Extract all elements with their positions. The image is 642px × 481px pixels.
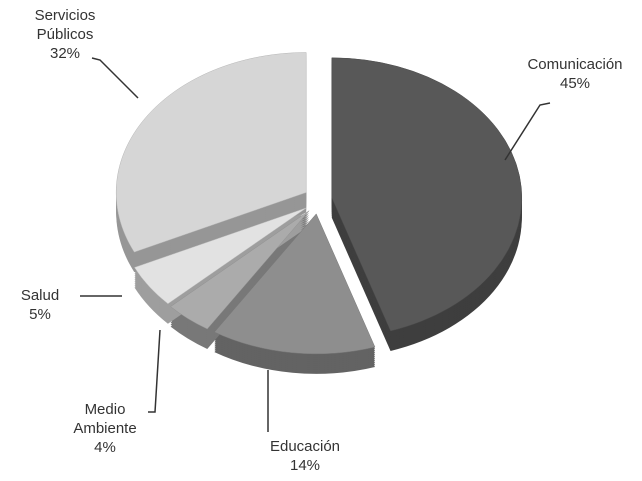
leader-line: [91, 57, 139, 99]
value-label: 32%: [49, 45, 81, 62]
leader-line: [504, 102, 551, 161]
value-label: 4%: [94, 439, 116, 456]
slice: [331, 57, 523, 332]
slice-label: Comunicación 45%: [515, 55, 635, 93]
category-label: Comunicación: [527, 56, 623, 73]
slice-label: Servicios Públicos 32%: [10, 6, 120, 63]
slice-label: Educación 14%: [250, 437, 360, 475]
leader-line: [148, 329, 161, 413]
category-label: Salud: [20, 287, 60, 304]
slice: [170, 210, 310, 330]
value-label: 14%: [289, 457, 321, 474]
slice: [214, 213, 376, 355]
slice-label: Medio Ambiente 4%: [60, 400, 150, 457]
category-label: Medio Ambiente: [73, 401, 137, 437]
slice: [115, 52, 307, 253]
value-label: 45%: [559, 75, 591, 92]
category-label: Educación: [269, 438, 341, 455]
category-label: Servicios Públicos: [34, 7, 96, 43]
slice-label: Salud 5%: [5, 286, 75, 324]
slice: [134, 207, 307, 305]
value-label: 5%: [29, 306, 51, 323]
